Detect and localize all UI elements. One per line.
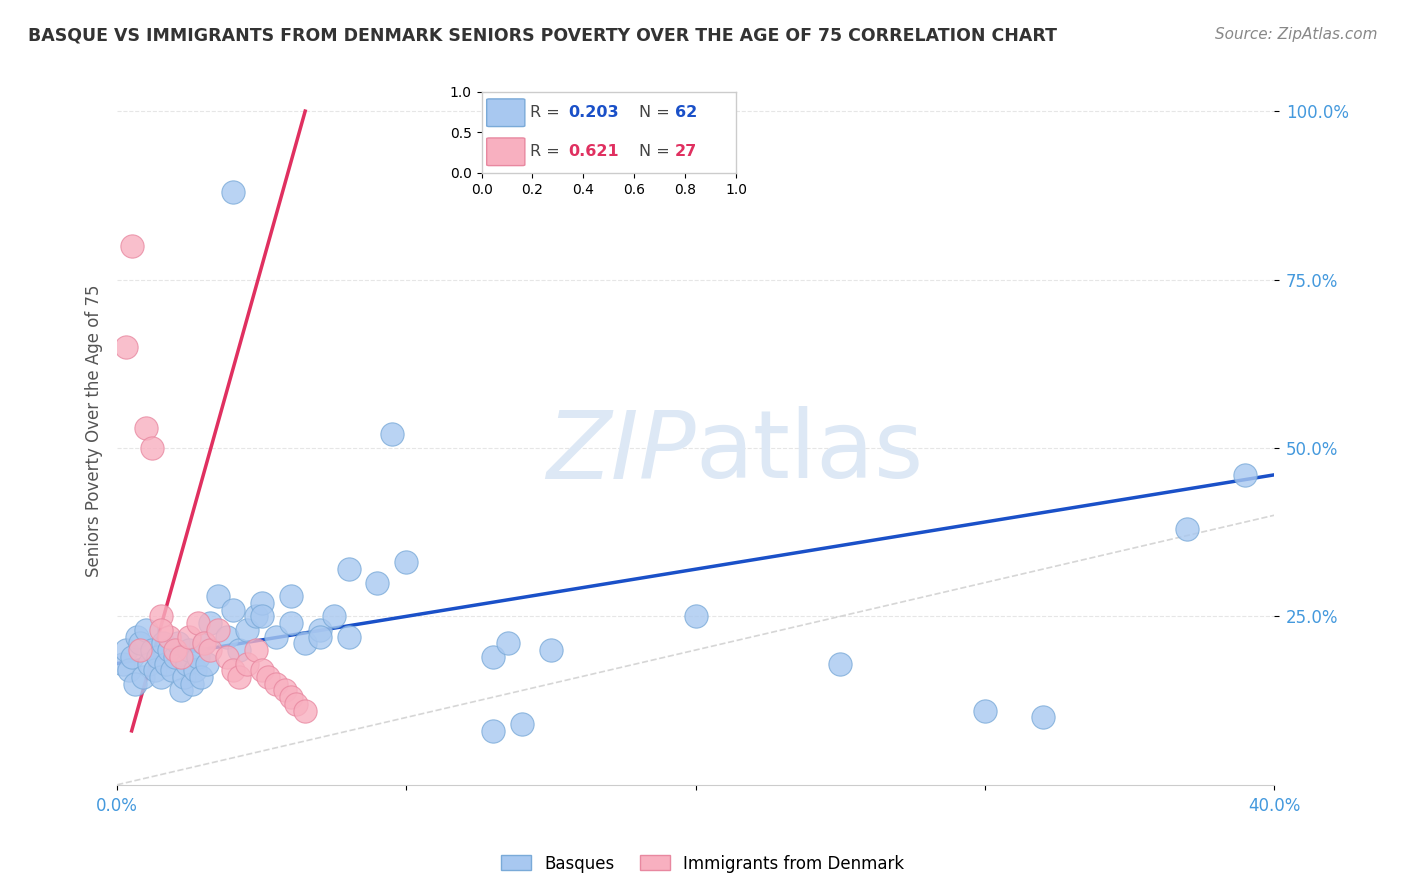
Point xyxy=(294,704,316,718)
Point xyxy=(294,636,316,650)
Point xyxy=(366,575,388,590)
Text: Source: ZipAtlas.com: Source: ZipAtlas.com xyxy=(1215,27,1378,42)
Point xyxy=(163,643,186,657)
Point xyxy=(222,602,245,616)
Point xyxy=(973,704,995,718)
Point xyxy=(245,643,267,657)
Legend: Basques, Immigrants from Denmark: Basques, Immigrants from Denmark xyxy=(495,848,911,880)
Point xyxy=(250,663,273,677)
Point xyxy=(157,643,180,657)
Point xyxy=(118,663,141,677)
Point xyxy=(280,690,302,705)
Point xyxy=(157,630,180,644)
Point xyxy=(264,630,287,644)
Point xyxy=(155,657,177,671)
Point xyxy=(129,643,152,657)
Point xyxy=(170,683,193,698)
Point xyxy=(830,657,852,671)
Point xyxy=(152,636,174,650)
Point xyxy=(184,663,207,677)
Point xyxy=(250,609,273,624)
Point xyxy=(222,663,245,677)
Point xyxy=(115,340,138,354)
Point xyxy=(127,630,149,644)
Point xyxy=(198,643,221,657)
Point xyxy=(496,636,519,650)
Point xyxy=(121,649,143,664)
Point xyxy=(121,239,143,253)
Point xyxy=(228,670,250,684)
Point xyxy=(245,609,267,624)
Point xyxy=(146,649,169,664)
Point xyxy=(256,670,278,684)
Point xyxy=(308,630,330,644)
Point xyxy=(1032,710,1054,724)
Point xyxy=(323,609,346,624)
Point xyxy=(280,616,302,631)
Point xyxy=(308,623,330,637)
Text: atlas: atlas xyxy=(696,407,924,499)
Point xyxy=(1234,467,1257,482)
Point xyxy=(129,636,152,650)
Point xyxy=(510,717,533,731)
Point xyxy=(222,185,245,199)
Point xyxy=(149,670,172,684)
Point xyxy=(181,676,204,690)
Point xyxy=(149,609,172,624)
Point xyxy=(264,676,287,690)
Point xyxy=(187,649,209,664)
Point xyxy=(179,643,201,657)
Point xyxy=(135,623,157,637)
Point xyxy=(274,683,297,698)
Point xyxy=(540,643,562,657)
Point xyxy=(337,562,360,576)
Point xyxy=(141,441,163,455)
Point xyxy=(198,616,221,631)
Point xyxy=(187,616,209,631)
Point xyxy=(170,649,193,664)
Text: ZIP: ZIP xyxy=(546,407,696,498)
Point xyxy=(193,636,215,650)
Point xyxy=(217,630,239,644)
Point xyxy=(207,623,229,637)
Point xyxy=(337,630,360,644)
Point xyxy=(285,697,308,711)
Point xyxy=(228,643,250,657)
Y-axis label: Seniors Poverty Over the Age of 75: Seniors Poverty Over the Age of 75 xyxy=(86,285,103,577)
Point xyxy=(132,670,155,684)
Point xyxy=(179,630,201,644)
Point xyxy=(217,649,239,664)
Point xyxy=(482,723,505,738)
Point xyxy=(193,636,215,650)
Point xyxy=(176,657,198,671)
Point xyxy=(685,609,707,624)
Point xyxy=(138,657,160,671)
Point xyxy=(163,649,186,664)
Point xyxy=(160,663,183,677)
Point xyxy=(124,676,146,690)
Point xyxy=(381,427,404,442)
Point xyxy=(207,589,229,603)
Point xyxy=(167,636,190,650)
Point xyxy=(250,596,273,610)
Point xyxy=(173,670,195,684)
Point xyxy=(1175,522,1198,536)
Point xyxy=(149,623,172,637)
Point xyxy=(143,663,166,677)
Point xyxy=(195,657,218,671)
Point xyxy=(115,643,138,657)
Text: BASQUE VS IMMIGRANTS FROM DENMARK SENIORS POVERTY OVER THE AGE OF 75 CORRELATION: BASQUE VS IMMIGRANTS FROM DENMARK SENIOR… xyxy=(28,27,1057,45)
Point xyxy=(135,421,157,435)
Point xyxy=(111,657,134,671)
Point xyxy=(395,556,418,570)
Point xyxy=(280,589,302,603)
Point xyxy=(482,649,505,664)
Point xyxy=(141,643,163,657)
Point xyxy=(236,657,259,671)
Point xyxy=(190,670,212,684)
Point xyxy=(236,623,259,637)
